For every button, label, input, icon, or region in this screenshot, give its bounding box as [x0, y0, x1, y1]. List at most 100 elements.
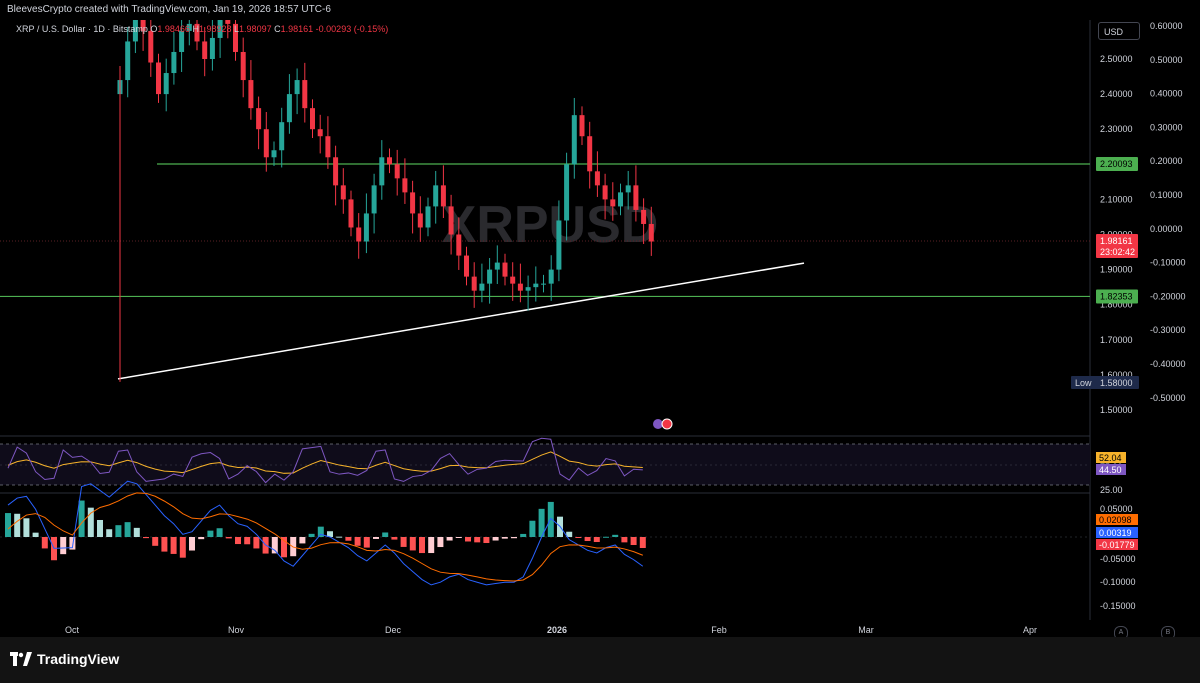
- rsi-tag: 44.50: [1099, 465, 1122, 475]
- price-tick-secondary: -0.10000: [1150, 258, 1186, 268]
- macd-signal-tag: 0.02098: [1099, 515, 1132, 525]
- candle-body: [286, 94, 292, 123]
- legend-high-label: H: [192, 24, 199, 34]
- price-tick-secondary: -0.30000: [1150, 325, 1186, 335]
- macd-histogram-bar: [5, 513, 11, 537]
- currency-button[interactable]: USD: [1098, 22, 1140, 40]
- macd-histogram-bar: [133, 527, 140, 537]
- footer: TradingView: [0, 637, 1200, 683]
- macd-histogram-bar: [14, 513, 21, 537]
- macd-tick: 0.05000: [1100, 504, 1133, 514]
- candle-body: [194, 23, 200, 42]
- candle-body: [456, 234, 462, 256]
- trendline: [117, 262, 805, 380]
- macd-histogram-bar: [143, 537, 149, 539]
- rsi-signal-line: [7, 451, 643, 474]
- macd-histogram-bar: [446, 537, 453, 541]
- macd-histogram-bar: [106, 529, 113, 537]
- candle-body: [502, 262, 508, 277]
- rsi-signal-tag-bg: [1096, 452, 1126, 463]
- legend-low-label: L: [234, 24, 240, 34]
- macd-histogram-bar: [41, 537, 48, 549]
- macd-histogram-bar: [354, 537, 361, 546]
- macd-histogram-bar: [124, 522, 131, 537]
- candle-body: [417, 213, 423, 228]
- macd-histogram-bar: [492, 537, 499, 541]
- price-tick: 1.50000: [1100, 405, 1133, 415]
- macd-histogram-bar: [244, 537, 251, 545]
- macd-histogram-bar: [299, 537, 306, 544]
- rsi-signal-tag: 52.04: [1099, 453, 1122, 463]
- candle-body: [618, 192, 623, 207]
- candle-body: [348, 199, 354, 228]
- candle-body: [240, 51, 246, 81]
- macd-histogram-bar: [474, 537, 481, 543]
- macd-histogram-bar: [207, 530, 214, 537]
- candle-body: [171, 51, 177, 74]
- candle-body: [448, 206, 454, 235]
- candle-body: [510, 276, 516, 284]
- price-tick: 2.30000: [1100, 124, 1133, 134]
- macd-histogram-bar: [520, 533, 527, 537]
- macd-histogram-bar: [198, 537, 205, 540]
- legend-open: 1.98466: [157, 24, 190, 34]
- tradingview-logo[interactable]: TradingView: [10, 651, 119, 667]
- macd-histogram-bar: [281, 537, 287, 558]
- macd-tag: 0.00319: [1099, 528, 1132, 538]
- candle-body: [217, 20, 223, 38]
- macd-histogram-bar: [373, 537, 379, 539]
- time-tick: 2026: [547, 625, 567, 635]
- price-tick-secondary: -0.50000: [1150, 393, 1186, 403]
- macd-histogram-bar: [161, 537, 168, 552]
- price-tick: 2.10000: [1100, 194, 1133, 204]
- macd-histogram-bar: [317, 526, 324, 537]
- chart-svg[interactable]: XRPUSD2.500002.400002.300002.200002.1000…: [0, 20, 1200, 637]
- macd-tick: -0.15000: [1100, 601, 1136, 611]
- macd-histogram-bar: [612, 534, 619, 537]
- tradingview-logo-icon: [10, 652, 32, 666]
- legend-open-label: O: [150, 24, 158, 34]
- candle-body: [256, 108, 262, 130]
- resistance-label: 2.20093: [1100, 159, 1133, 169]
- candle-body: [271, 150, 277, 158]
- support-label: 1.82353: [1100, 291, 1133, 301]
- macd-histogram-bar: [630, 537, 637, 546]
- macd-hist-tag: -0.01779: [1099, 540, 1135, 550]
- macd-histogram-bar: [639, 537, 646, 548]
- candle-body: [410, 192, 416, 214]
- candle-body: [233, 23, 238, 52]
- candle-body: [302, 80, 308, 109]
- candle-body: [579, 115, 585, 137]
- macd-hist-tag-bg: [1096, 539, 1138, 550]
- macd-histogram-bar: [511, 537, 517, 539]
- macd-histogram-bar: [69, 537, 76, 550]
- rsi-line: [7, 437, 643, 484]
- candle-body: [464, 255, 469, 277]
- macd-histogram-bar: [179, 537, 186, 558]
- macd-histogram-bar: [566, 531, 573, 537]
- candle-body: [602, 185, 608, 200]
- candle-body: [379, 157, 385, 186]
- macd-histogram-bar: [483, 537, 490, 544]
- price-tick-secondary: 0.60000: [1150, 21, 1183, 31]
- time-tick: Feb: [711, 625, 727, 635]
- macd-tick: -0.05000: [1100, 554, 1136, 564]
- candle-body: [156, 62, 161, 95]
- watermark: XRPUSD: [442, 196, 659, 254]
- macd-histogram-bar: [345, 537, 352, 541]
- time-tick: Mar: [858, 625, 874, 635]
- chart-area[interactable]: XRPUSD2.500002.400002.300002.200002.1000…: [0, 20, 1200, 637]
- support-label-bg: [1096, 289, 1138, 304]
- macd-histogram-bar: [235, 537, 241, 545]
- candle-body: [163, 73, 169, 95]
- legend-low: 1.98097: [239, 24, 272, 34]
- macd-histogram-bar: [382, 532, 389, 537]
- macd-histogram-bar: [60, 537, 67, 555]
- candle-body: [587, 136, 593, 172]
- flag-icon: [661, 418, 673, 430]
- candle-body: [310, 108, 315, 130]
- macd-histogram-bar: [152, 537, 159, 546]
- macd-histogram-bar: [87, 507, 94, 537]
- candle-body: [425, 206, 431, 228]
- macd-histogram-bar: [575, 537, 582, 538]
